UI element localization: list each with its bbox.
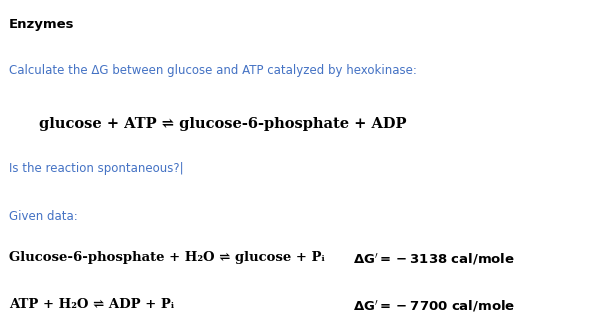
Text: Enzymes: Enzymes (9, 18, 74, 31)
Text: Glucose-6-phosphate + H₂O ⇌ glucose + Pᵢ: Glucose-6-phosphate + H₂O ⇌ glucose + Pᵢ (9, 251, 324, 264)
Text: Given data:: Given data: (9, 210, 78, 223)
Text: $\mathbf{\Delta}$$\mathit{\mathbf{G}}$$\mathbf{' = -7700\ cal/mole}$: $\mathbf{\Delta}$$\mathit{\mathbf{G}}$$\… (353, 298, 515, 314)
Text: Calculate the ΔG between glucose and ATP catalyzed by hexokinase:: Calculate the ΔG between glucose and ATP… (9, 64, 417, 77)
Text: ATP + H₂O ⇌ ADP + Pᵢ: ATP + H₂O ⇌ ADP + Pᵢ (9, 298, 174, 311)
Text: glucose + ATP ⇌ glucose-6-phosphate + ADP: glucose + ATP ⇌ glucose-6-phosphate + AD… (39, 117, 406, 131)
Text: $\mathbf{\Delta}$$\mathit{\mathbf{G}}$$\mathbf{' = -3138\ cal/mole}$: $\mathbf{\Delta}$$\mathit{\mathbf{G}}$$\… (353, 251, 515, 267)
Text: Is the reaction spontaneous?|: Is the reaction spontaneous?| (9, 162, 183, 175)
